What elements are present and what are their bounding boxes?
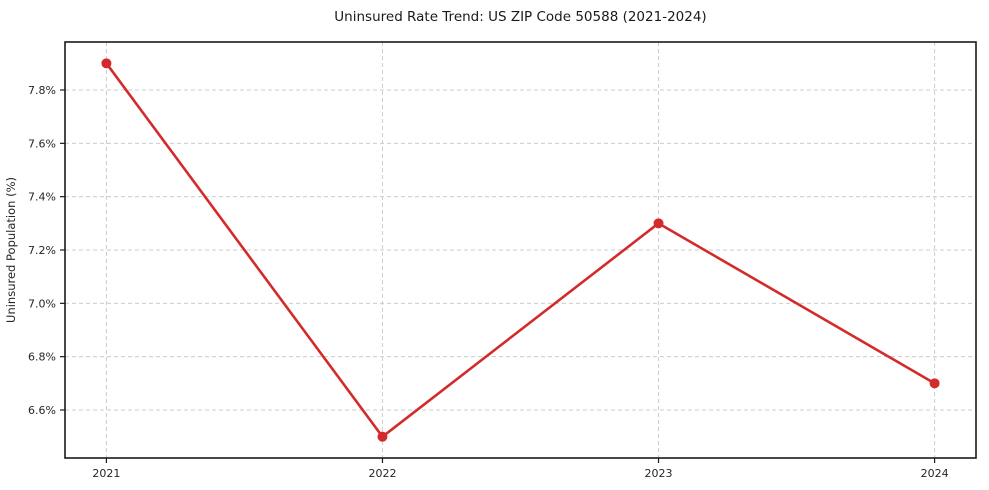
x-tick-label: 2023 bbox=[645, 467, 673, 480]
chart-title: Uninsured Rate Trend: US ZIP Code 50588 … bbox=[334, 9, 706, 25]
y-tick-label: 7.4% bbox=[28, 191, 56, 204]
x-tick-label: 2022 bbox=[368, 467, 396, 480]
y-tick-label: 7.0% bbox=[28, 297, 56, 310]
data-point-marker-2023 bbox=[653, 218, 664, 229]
y-tick-label: 7.8% bbox=[28, 84, 56, 97]
grid-layer bbox=[65, 42, 976, 458]
data-point-marker-2021 bbox=[101, 58, 112, 69]
data-point-marker-2022 bbox=[377, 431, 388, 442]
y-tick-label: 6.8% bbox=[28, 351, 56, 364]
y-axis-title: Uninsured Population (%) bbox=[4, 177, 18, 323]
y-tick-label: 7.2% bbox=[28, 244, 56, 257]
plot-border bbox=[64, 41, 977, 459]
trend-line bbox=[105, 62, 936, 438]
x-tick-label: 2024 bbox=[921, 467, 949, 480]
y-tick-label: 7.6% bbox=[28, 137, 56, 150]
axes-layer: 6.6% 6.8% 7.0% 7.2% 7.4% 7.6% 7.8% 2021 2022 2023… bbox=[28, 41, 977, 480]
series-layer bbox=[101, 58, 940, 442]
x-tick-label: 2021 bbox=[92, 467, 120, 480]
data-point-marker-2024 bbox=[929, 378, 940, 389]
y-tick-label: 6.6% bbox=[28, 404, 56, 417]
